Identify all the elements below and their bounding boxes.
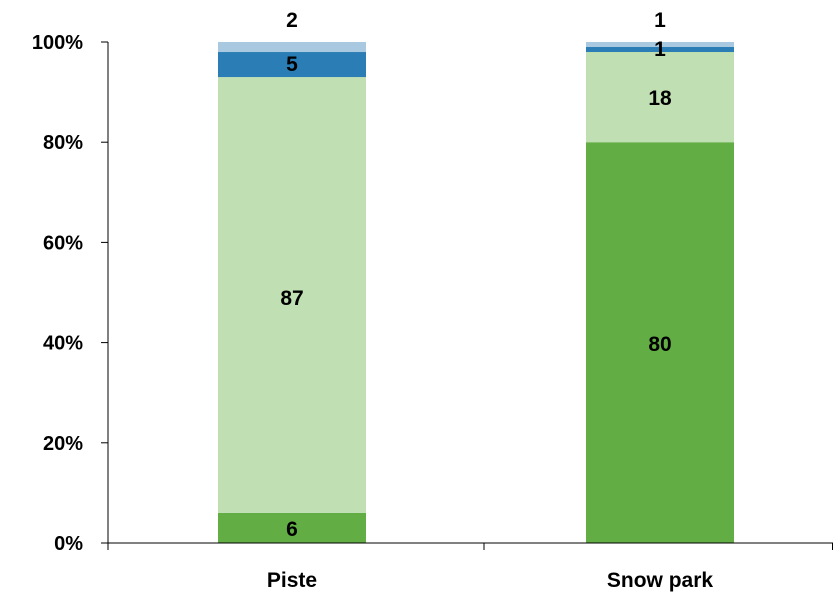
x-tick-label: Piste bbox=[267, 569, 317, 592]
data-label: 1 bbox=[654, 9, 666, 32]
data-label: 80 bbox=[648, 333, 671, 356]
bar-segment-0-2 bbox=[218, 52, 366, 78]
data-label: 87 bbox=[280, 287, 303, 310]
data-label: 5 bbox=[286, 53, 298, 76]
bar-segment-1-3 bbox=[586, 42, 734, 48]
y-tick-label: 40% bbox=[43, 333, 83, 355]
data-label: 18 bbox=[648, 87, 672, 110]
y-tick-label: 60% bbox=[43, 232, 83, 254]
y-tick-label: 20% bbox=[43, 433, 83, 455]
y-tick-label: 0% bbox=[54, 533, 83, 555]
x-tick-label: Snow park bbox=[607, 569, 714, 592]
bar-segment-1-1 bbox=[586, 52, 734, 143]
data-label: 6 bbox=[286, 518, 298, 541]
y-tick-label: 80% bbox=[43, 132, 83, 154]
y-tick-label: 100% bbox=[32, 32, 83, 54]
bar-segment-1-2 bbox=[586, 47, 734, 53]
bar-segments bbox=[218, 42, 734, 543]
bar-segment-1-0 bbox=[586, 142, 734, 543]
data-label: 1 bbox=[654, 38, 666, 61]
bar-segment-0-1 bbox=[218, 77, 366, 513]
plot-area: 0% 20% 40% 60% 80% 100% Piste Snow park 6 80 87 18… bbox=[32, 9, 833, 592]
bar-segment-0-3 bbox=[218, 42, 366, 53]
data-labels: 6 80 87 18 5 1 2 1 bbox=[280, 9, 672, 541]
axes: 0% 20% 40% 60% 80% 100% Piste Snow park bbox=[32, 32, 833, 592]
bar-segment-0-0 bbox=[218, 512, 366, 543]
data-label: 2 bbox=[286, 9, 298, 32]
